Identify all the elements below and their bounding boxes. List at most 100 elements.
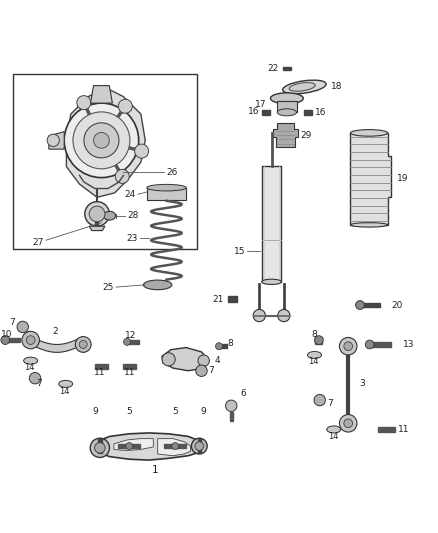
Polygon shape	[49, 132, 64, 149]
Text: 14: 14	[308, 358, 319, 367]
Text: 8: 8	[311, 330, 318, 339]
Ellipse shape	[307, 351, 321, 359]
Bar	[4, 338, 20, 342]
Circle shape	[344, 342, 353, 351]
Circle shape	[314, 394, 325, 406]
Text: 28: 28	[127, 211, 138, 220]
Ellipse shape	[283, 80, 326, 94]
Circle shape	[253, 310, 265, 322]
Bar	[315, 336, 322, 344]
Text: 5: 5	[172, 407, 178, 416]
Circle shape	[89, 206, 105, 222]
Polygon shape	[162, 348, 209, 371]
Text: 3: 3	[359, 379, 365, 389]
Circle shape	[79, 341, 87, 349]
Polygon shape	[158, 439, 191, 456]
Ellipse shape	[350, 130, 388, 136]
Ellipse shape	[24, 357, 38, 364]
Bar	[262, 166, 282, 282]
Polygon shape	[96, 433, 204, 460]
Circle shape	[124, 338, 131, 345]
Bar	[164, 444, 186, 448]
Circle shape	[191, 438, 207, 454]
Ellipse shape	[277, 109, 297, 116]
Text: 22: 22	[267, 64, 278, 73]
Ellipse shape	[261, 279, 281, 285]
Text: 11: 11	[124, 368, 135, 377]
Circle shape	[75, 336, 91, 352]
Ellipse shape	[59, 381, 73, 387]
Text: 7: 7	[36, 379, 42, 389]
Circle shape	[77, 95, 91, 110]
Bar	[118, 444, 140, 448]
Polygon shape	[91, 86, 113, 103]
Circle shape	[344, 419, 353, 427]
Circle shape	[195, 442, 204, 450]
Circle shape	[118, 99, 132, 114]
Bar	[218, 344, 227, 348]
Text: 10: 10	[1, 330, 12, 339]
Circle shape	[126, 442, 133, 449]
Text: 13: 13	[403, 340, 414, 349]
Polygon shape	[67, 88, 145, 197]
Circle shape	[162, 353, 175, 366]
Circle shape	[17, 321, 28, 333]
Circle shape	[226, 400, 237, 411]
Bar	[98, 439, 102, 453]
Text: 14: 14	[60, 387, 70, 396]
Text: 14: 14	[25, 363, 35, 372]
Bar	[198, 439, 201, 453]
Text: 6: 6	[240, 389, 246, 398]
Circle shape	[22, 332, 39, 349]
Text: 9: 9	[92, 407, 99, 416]
Text: 19: 19	[397, 174, 409, 183]
Ellipse shape	[327, 426, 341, 433]
Circle shape	[196, 365, 207, 376]
Ellipse shape	[147, 184, 186, 191]
Polygon shape	[31, 336, 83, 352]
Bar	[126, 340, 139, 344]
Polygon shape	[273, 123, 298, 147]
Text: 18: 18	[331, 83, 342, 92]
Bar	[360, 303, 380, 307]
Text: 21: 21	[212, 295, 223, 304]
Bar	[378, 427, 395, 432]
Text: 16: 16	[314, 108, 326, 117]
Bar	[369, 342, 391, 346]
Bar	[230, 412, 233, 421]
Ellipse shape	[289, 83, 315, 91]
Circle shape	[339, 337, 357, 355]
Circle shape	[73, 112, 130, 169]
Text: 11: 11	[94, 368, 106, 377]
Circle shape	[278, 310, 290, 322]
Circle shape	[47, 134, 60, 147]
Polygon shape	[350, 133, 391, 225]
Text: 20: 20	[391, 301, 403, 310]
Circle shape	[115, 169, 129, 183]
Circle shape	[356, 301, 364, 310]
Circle shape	[172, 442, 179, 449]
Bar	[13, 74, 197, 249]
Circle shape	[85, 201, 110, 226]
Text: 11: 11	[398, 425, 409, 434]
Text: 26: 26	[166, 168, 178, 177]
Text: 12: 12	[125, 331, 136, 340]
Text: 5: 5	[126, 407, 132, 416]
Ellipse shape	[143, 280, 172, 290]
Text: 4: 4	[215, 356, 220, 365]
Ellipse shape	[270, 93, 304, 104]
Text: 27: 27	[32, 238, 44, 247]
Text: 23: 23	[127, 233, 138, 243]
Text: 15: 15	[234, 247, 245, 256]
Circle shape	[215, 343, 223, 350]
Bar	[123, 364, 136, 368]
Text: 14: 14	[328, 432, 338, 441]
Bar	[283, 67, 291, 70]
Circle shape	[339, 415, 357, 432]
Circle shape	[64, 103, 139, 177]
Bar	[147, 188, 186, 200]
Bar	[95, 364, 108, 368]
Bar	[304, 110, 312, 115]
Circle shape	[95, 442, 105, 453]
Circle shape	[314, 336, 323, 344]
